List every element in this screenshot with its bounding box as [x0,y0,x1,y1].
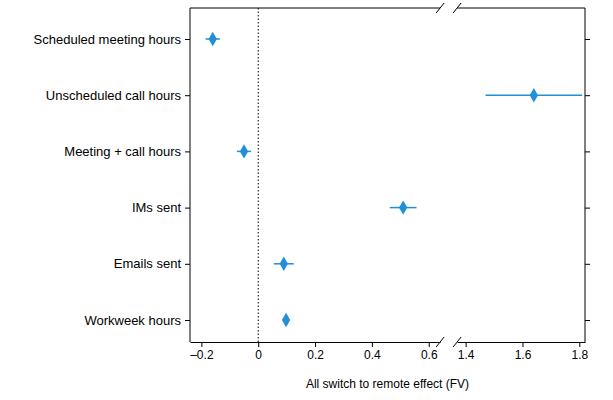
y-tick-mark [185,320,190,321]
chart: –0.2 0 0.2 0.4 0.6 1.4 1.6 1.8 Scheduled meeting… [0,0,613,400]
frame [190,3,585,347]
y-tick-right [585,151,590,152]
y-tick-mark [585,208,590,209]
y-tick: Scheduled meeting hours [34,32,190,47]
marks [206,32,417,327]
x-tick: 0 [255,342,262,362]
axis-break [436,3,444,13]
y-axis-line [190,8,191,342]
x-tick-label: 0.6 [421,348,438,362]
y-tick-mark [185,39,190,40]
y-tick-label: Meeting + call hours [64,144,181,159]
frame-top [190,8,440,9]
x-tick-label: –0.2 [190,348,214,362]
frame-right [585,8,586,342]
y-tick-mark [585,95,590,96]
y-axis-right [585,40,590,321]
x-tick: 1.6 [515,342,532,362]
y-tick-right [585,320,590,321]
x-tick: 0.6 [421,342,438,362]
x-tick: 1.8 [571,342,588,362]
point [399,200,407,214]
y-tick-label: IMs sent [132,200,182,215]
x-tick: 0.2 [307,342,324,362]
y-tick: Emails sent [114,256,190,271]
y-tick: Unscheduled call hours [46,88,190,103]
y-tick-mark [185,208,190,209]
reference-line [258,8,259,342]
marks [486,88,583,102]
y-tick: Workweek hours [84,313,190,328]
x-tick-label: 0.4 [364,348,381,362]
point [282,313,290,327]
frame-top [457,8,585,9]
y-tick-right [585,264,590,265]
x-tick: –0.2 [190,342,214,362]
x-tick-mark [258,342,259,347]
x-axis: –0.2 0 0.2 0.4 0.6 [190,342,440,362]
x-axis-title: All switch to remote effect (FV) [306,377,469,391]
point [209,32,217,46]
point [280,257,288,271]
y-tick-label: Unscheduled call hours [46,88,182,103]
x-tick-mark [372,342,373,347]
x-tick-label: 0.2 [307,348,324,362]
y-tick-mark [585,264,590,265]
x-axis: 1.4 1.6 1.8 [458,342,589,362]
x-tick-mark [579,342,580,347]
y-tick: Meeting + call hours [64,144,190,159]
y-tick-mark [185,95,190,96]
y-tick-mark [185,264,190,265]
x-tick-mark [466,342,467,347]
y-axis: Scheduled meeting hours Unscheduled call … [34,8,190,342]
x-tick-mark [522,342,523,347]
x-tick-mark [315,342,316,347]
x-tick-mark [429,342,430,347]
x-tick-mark [201,342,202,347]
x-tick-label: 1.8 [571,348,588,362]
x-tick-label: 1.6 [515,348,532,362]
x-tick-label: 1.4 [458,348,475,362]
point [240,144,248,158]
y-tick-right [585,39,590,40]
y-tick: IMs sent [132,200,190,215]
point [530,88,538,102]
axis-break [453,3,461,13]
y-tick-mark [585,39,590,40]
y-tick-label: Workweek hours [84,313,181,328]
y-tick-label: Emails sent [114,256,182,271]
y-tick-mark [585,151,590,152]
y-tick-mark [585,320,590,321]
x-tick-label: 0 [255,348,262,362]
y-tick-mark [185,151,190,152]
y-tick-label: Scheduled meeting hours [34,32,182,47]
y-tick-right [585,95,590,96]
x-axis-line [458,342,586,343]
y-tick-right [585,208,590,209]
x-tick: 1.4 [458,342,475,362]
x-tick: 0.4 [364,342,381,362]
